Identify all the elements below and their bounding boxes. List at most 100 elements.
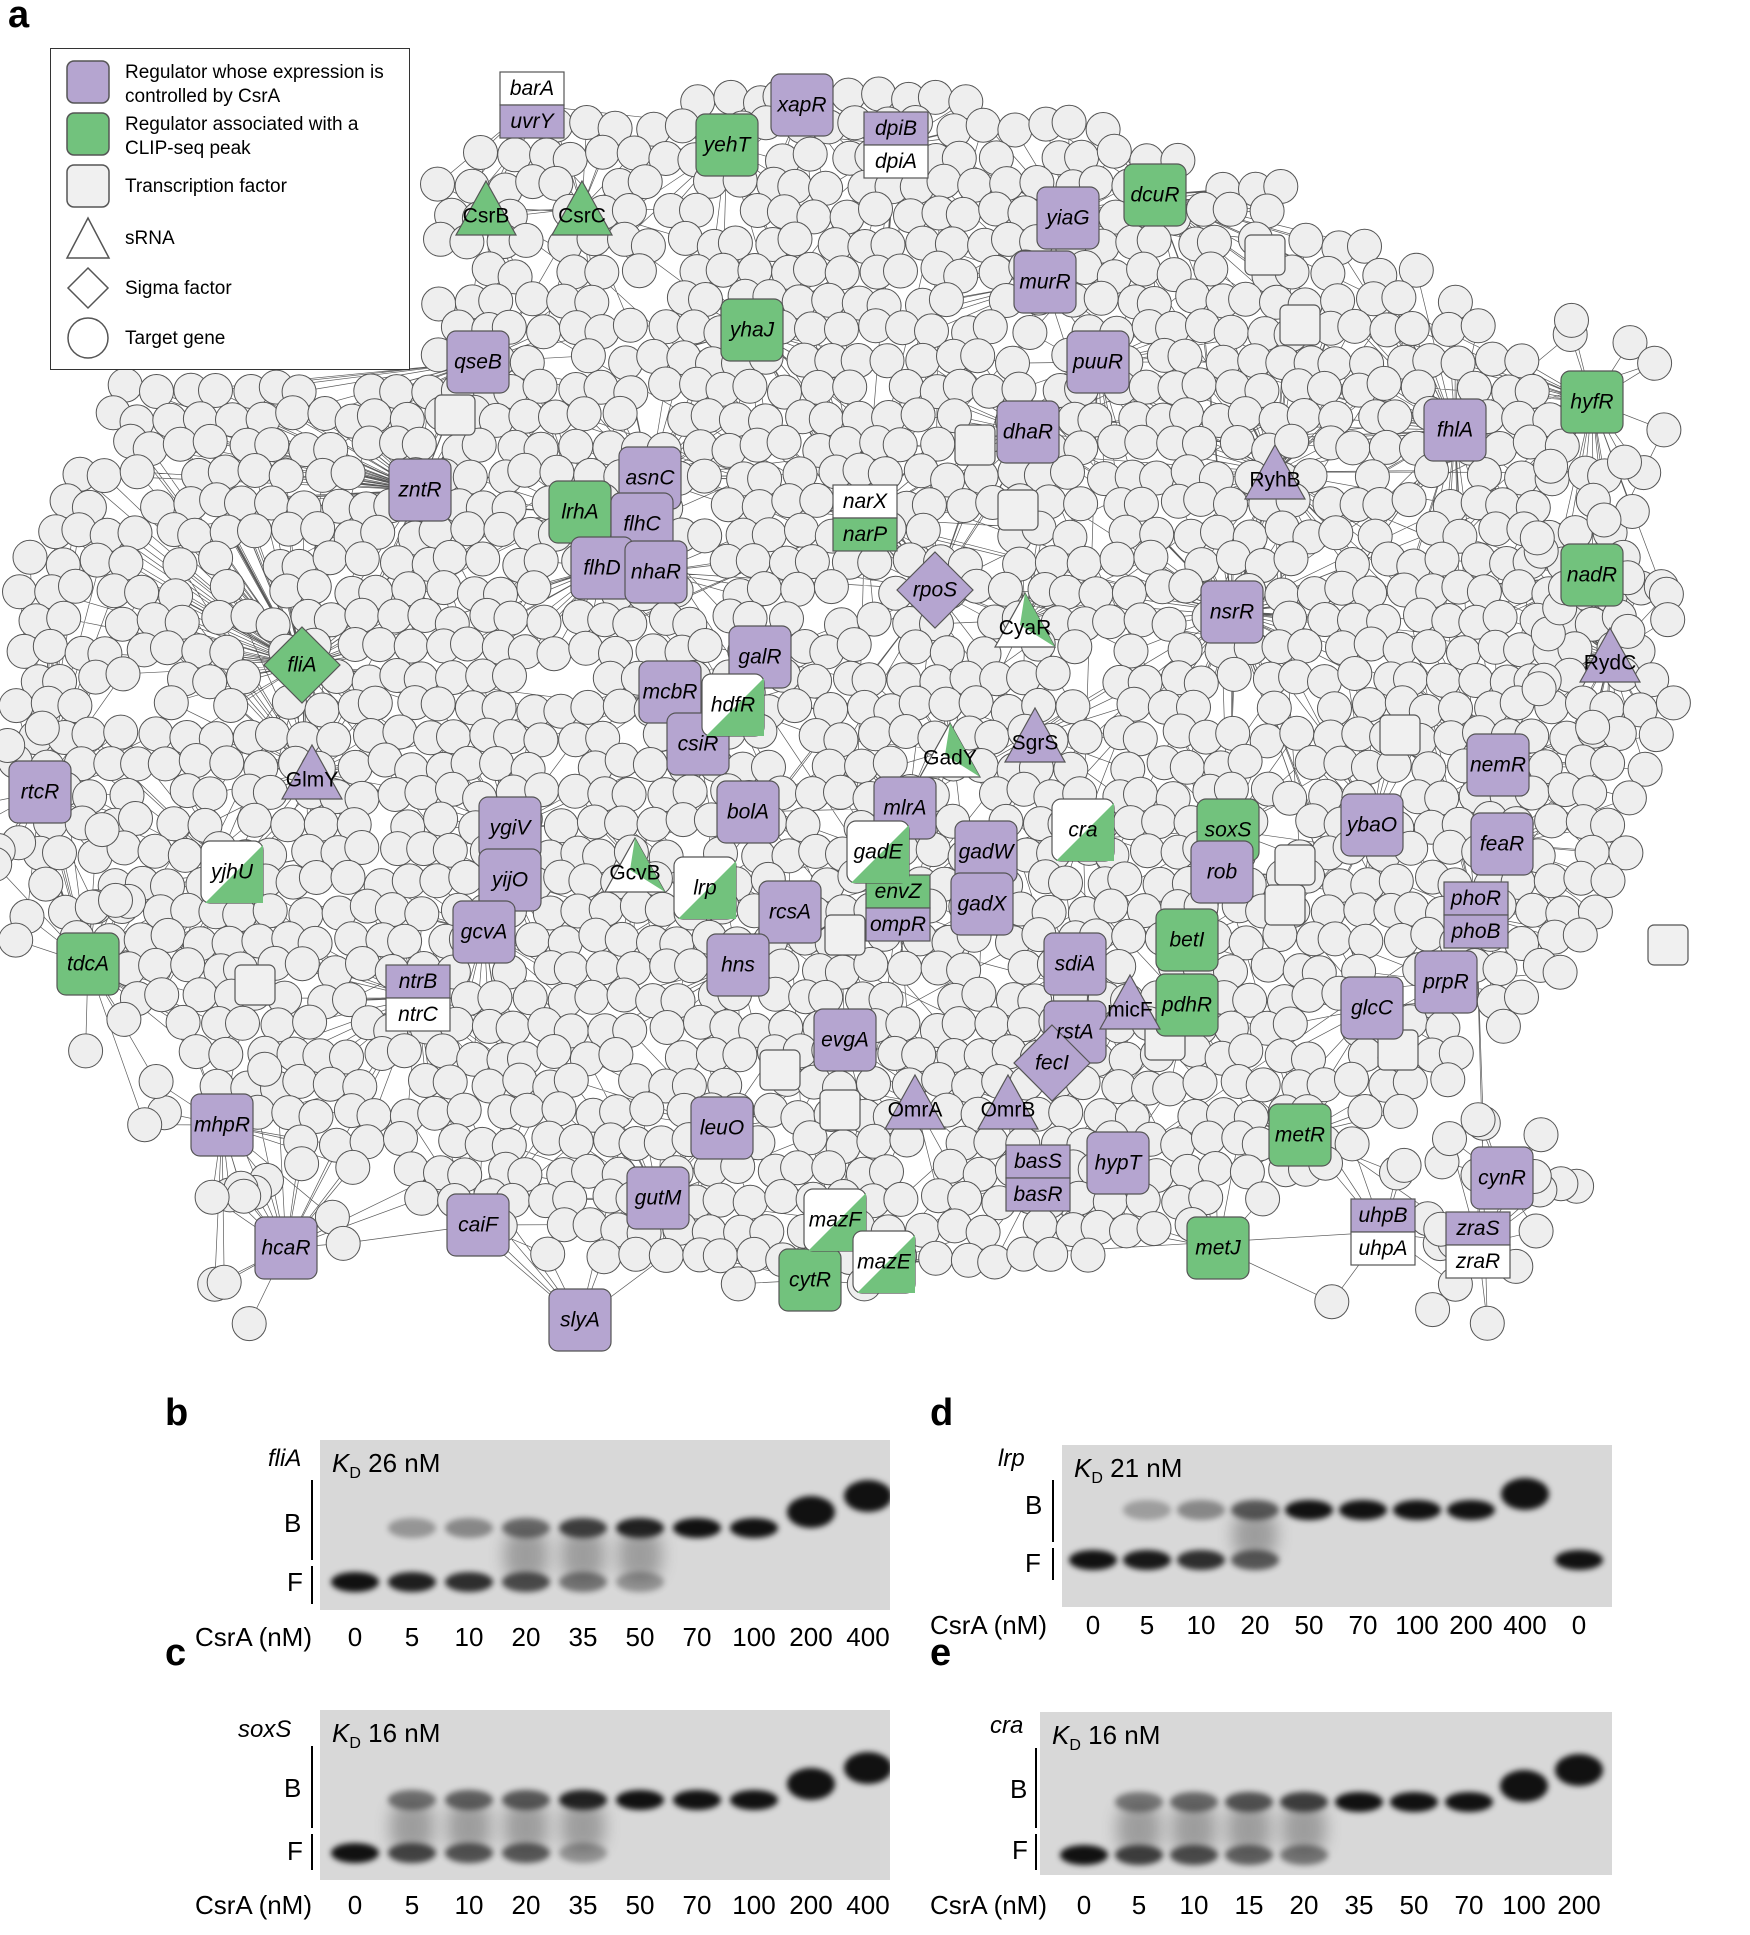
regulator-label: betI	[1169, 929, 1204, 952]
target-gene-node	[1168, 568, 1204, 604]
target-gene-node	[1063, 486, 1099, 522]
target-gene-node	[178, 1034, 214, 1070]
legend-item-srna: sRNA	[65, 215, 405, 261]
target-gene-node	[325, 1225, 361, 1261]
srna-node-RydC	[1578, 626, 1642, 683]
target-gene-node	[282, 1063, 318, 1099]
target-gene-node	[237, 453, 273, 488]
target-gene-node	[1430, 1062, 1466, 1098]
split-regulator-top-label: phoR	[1450, 887, 1501, 910]
legend-label: Sigma factor	[125, 278, 232, 299]
split-regulator-top-phoR	[1443, 881, 1509, 916]
regulator-label: bolA	[727, 801, 769, 824]
target-gene-node	[1066, 545, 1102, 581]
bound-band	[844, 1480, 890, 1512]
target-gene-node	[1007, 949, 1043, 985]
split-regulator-top-label: envZ	[875, 880, 923, 903]
split-regulator-bottom-label: uhpA	[1358, 1237, 1407, 1260]
target-gene-node	[1133, 539, 1169, 575]
target-gene-node	[103, 714, 139, 750]
target-gene-node	[1518, 1213, 1554, 1249]
target-gene-node	[463, 135, 498, 170]
target-gene-node	[965, 107, 1001, 143]
regulator-label: hns	[721, 954, 755, 977]
target-gene-node	[921, 1062, 957, 1097]
regulator-node-yhaJ	[720, 298, 784, 362]
gel-b-kd: KD 26 nM	[332, 1448, 441, 1483]
srna-green-half	[1020, 593, 1055, 647]
srna-green-half	[945, 723, 980, 777]
target-gene-node	[1035, 655, 1071, 691]
target-gene-node	[254, 427, 290, 463]
target-gene-node	[1136, 1211, 1172, 1247]
target-gene-node	[165, 1004, 201, 1040]
target-gene-node	[1534, 803, 1570, 839]
target-gene-node	[1353, 626, 1389, 662]
target-gene-node	[1175, 278, 1211, 314]
target-gene-node	[1101, 1069, 1137, 1105]
gel-b-gene: fliA	[268, 1445, 302, 1472]
bound-band	[844, 1752, 890, 1784]
target-gene-node	[420, 686, 456, 722]
regulator-node-rcsA	[758, 880, 822, 944]
target-gene-node	[508, 222, 544, 258]
split-regulator-bottom-basR	[1005, 1177, 1071, 1212]
target-gene-node	[507, 452, 543, 488]
target-gene-node	[887, 950, 923, 986]
sigma-factor-label: rpoS	[913, 579, 957, 602]
target-gene-node	[883, 1181, 919, 1217]
regulator-label: rtcR	[21, 781, 60, 804]
target-gene-node	[1122, 721, 1158, 757]
target-gene-node	[192, 423, 228, 459]
regulator-node-nemR	[1466, 733, 1530, 797]
diagonal-regulator-label: mazE	[857, 1251, 912, 1274]
target-gene-node	[568, 863, 604, 899]
gel-e-kd: KD 16 nM	[1052, 1720, 1161, 1755]
panel-letter-c: c	[165, 1632, 187, 1674]
target-gene-node	[687, 518, 723, 554]
target-gene-node	[900, 397, 936, 433]
target-gene-node	[1575, 709, 1611, 745]
transcription-factor-node	[819, 1089, 861, 1131]
regulator-node-tdcA	[56, 932, 120, 996]
target-gene-node	[1386, 1147, 1422, 1183]
regulator-label: flhC	[623, 513, 661, 536]
bound-band	[787, 1496, 835, 1528]
target-gene-node	[526, 604, 562, 640]
split-regulator-top-zraS	[1445, 1211, 1511, 1246]
target-gene-node	[941, 1006, 977, 1042]
target-gene-node	[1334, 1061, 1369, 1097]
gel-c-gene: soxS	[238, 1716, 292, 1743]
target-gene-node	[58, 568, 93, 604]
lane-label: 200	[789, 1622, 833, 1652]
regulator-node-evgA	[813, 1008, 877, 1072]
target-gene-node	[345, 946, 380, 981]
regulator-label: soxS	[1205, 819, 1252, 842]
target-gene-node	[393, 1151, 429, 1187]
lane-label: 5	[404, 1622, 420, 1652]
target-gene-node	[117, 515, 153, 551]
target-gene-node	[713, 79, 749, 115]
bound-band	[445, 1518, 493, 1538]
target-gene-node	[905, 512, 941, 548]
diagonal-regulator-label: mazF	[809, 1209, 863, 1232]
target-gene-node	[357, 685, 393, 721]
target-gene-node	[1521, 671, 1557, 707]
target-gene-node	[792, 1120, 828, 1156]
target-gene-node	[162, 426, 198, 462]
lane-label: 35	[568, 1622, 598, 1652]
bound-band	[1115, 1792, 1163, 1812]
target-gene-node	[987, 571, 1023, 607]
diagonal-regulator-green-half	[808, 1193, 866, 1251]
target-gene-node	[1608, 835, 1644, 871]
target-gene-node	[780, 571, 816, 607]
target-gene-node	[1083, 280, 1119, 316]
target-gene-node	[1501, 569, 1537, 605]
target-gene-node	[928, 686, 964, 722]
target-gene-node	[374, 892, 410, 928]
target-gene-node	[1611, 780, 1647, 816]
target-gene-node	[0, 728, 26, 763]
regulator-label: gcvA	[461, 921, 508, 944]
gel-e-axis-label: CsrA (nM)	[930, 1890, 1047, 1920]
srna-label: GlmY	[286, 769, 339, 792]
